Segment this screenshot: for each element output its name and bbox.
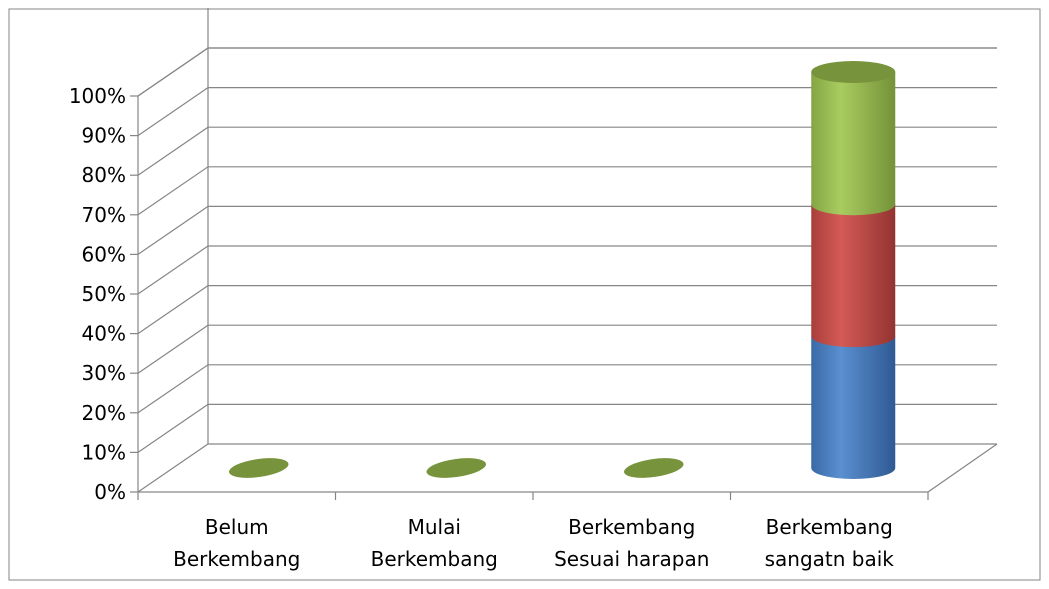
y-tick-label: 70% [82, 203, 126, 227]
gridline [137, 205, 997, 255]
empty-bar-base [229, 458, 289, 478]
category-label: Belum [205, 515, 269, 539]
y-tick-label: 90% [82, 124, 126, 148]
bar-top-cap [811, 61, 896, 83]
bar-segment-1 [811, 336, 896, 479]
gridline [137, 443, 997, 493]
y-tick-label: 60% [82, 242, 126, 266]
bar-segment-2 [811, 204, 896, 348]
gridline-top [137, 47, 997, 97]
y-tick-label: 0% [94, 480, 126, 504]
category-label: Berkembang [371, 547, 498, 571]
chart-border [8, 8, 1041, 581]
empty-bar-base [624, 458, 684, 478]
category-label: Sesuai harapan [554, 547, 709, 571]
y-tick-label: 30% [82, 361, 126, 385]
y-tick-label: 10% [82, 440, 126, 464]
gridline [137, 364, 997, 414]
y-tick-label: 20% [82, 401, 126, 425]
y-tick-label: 80% [82, 163, 126, 187]
empty-bar-base [426, 458, 486, 478]
gridline [137, 245, 997, 295]
category-label: Berkembang [173, 547, 300, 571]
category-label: Mulai [408, 515, 461, 539]
category-label: Berkembang [568, 515, 695, 539]
gridline [137, 166, 997, 216]
y-tick-label: 40% [82, 322, 126, 346]
category-label: sangatn baik [765, 547, 895, 571]
gridline [137, 324, 997, 374]
gridline [137, 403, 997, 453]
gridline [137, 126, 997, 176]
bar-segment-3 [811, 72, 896, 216]
y-tick-label: 100% [69, 84, 126, 108]
gridline [137, 87, 997, 137]
category-label: Berkembang [766, 515, 893, 539]
y-tick-label: 50% [82, 282, 126, 306]
gridline [137, 285, 997, 335]
